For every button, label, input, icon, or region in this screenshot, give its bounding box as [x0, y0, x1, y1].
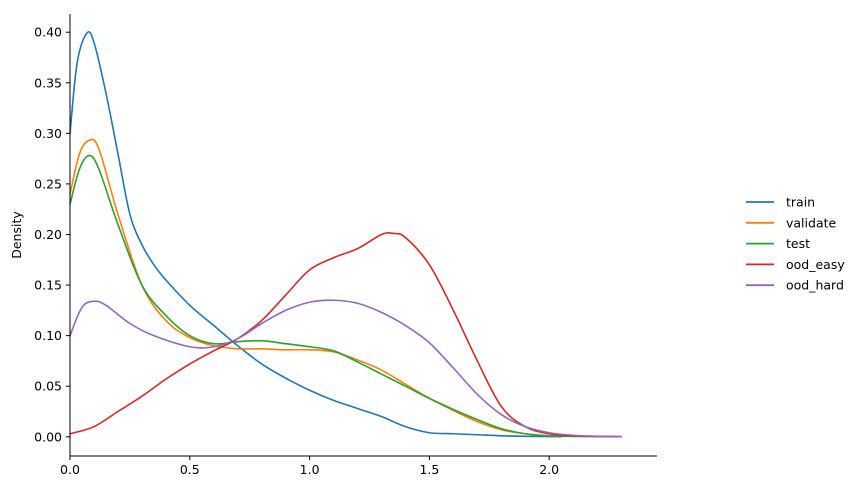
y-tick-label: 0.00: [34, 429, 62, 444]
series-line-train: [69, 31, 562, 438]
legend-label-ood_hard: ood_hard: [786, 278, 844, 293]
legend-label-test: test: [786, 236, 810, 251]
series-line-validate: [69, 138, 622, 438]
x-tick-label: 0.0: [60, 462, 80, 477]
y-tick-label: 0.05: [34, 379, 62, 394]
y-axis-label: Density: [9, 211, 24, 259]
series-line-test: [69, 154, 622, 438]
y-tick-label: 0.15: [34, 278, 62, 293]
series-line-ood_hard: [69, 299, 622, 438]
legend-label-validate: validate: [786, 215, 836, 230]
y-tick-label: 0.20: [34, 227, 62, 242]
y-ticks: 0.00 0.05 0.10 0.15 0.20 0.25 0.30 0.35 0.40: [34, 25, 70, 444]
y-tick-label: 0.25: [34, 176, 62, 191]
x-tick-label: 1.5: [419, 462, 439, 477]
x-ticks: 0.0 0.5 1.0 1.5 2.0: [60, 456, 559, 477]
y-tick-label: 0.10: [34, 328, 62, 343]
axes-layer: [69, 14, 657, 457]
y-tick-label: 0.30: [34, 126, 62, 141]
legend: train validate test ood_easy ood_hard: [746, 195, 845, 293]
legend-label-ood_easy: ood_easy: [786, 257, 845, 272]
x-tick-label: 1.0: [300, 462, 320, 477]
x-tick-label: 2.0: [539, 462, 559, 477]
legend-label-train: train: [786, 195, 815, 210]
y-tick-label: 0.40: [34, 25, 62, 40]
x-tick-label: 0.5: [180, 462, 200, 477]
y-tick-label: 0.35: [34, 75, 62, 90]
series-layer: [69, 31, 622, 438]
